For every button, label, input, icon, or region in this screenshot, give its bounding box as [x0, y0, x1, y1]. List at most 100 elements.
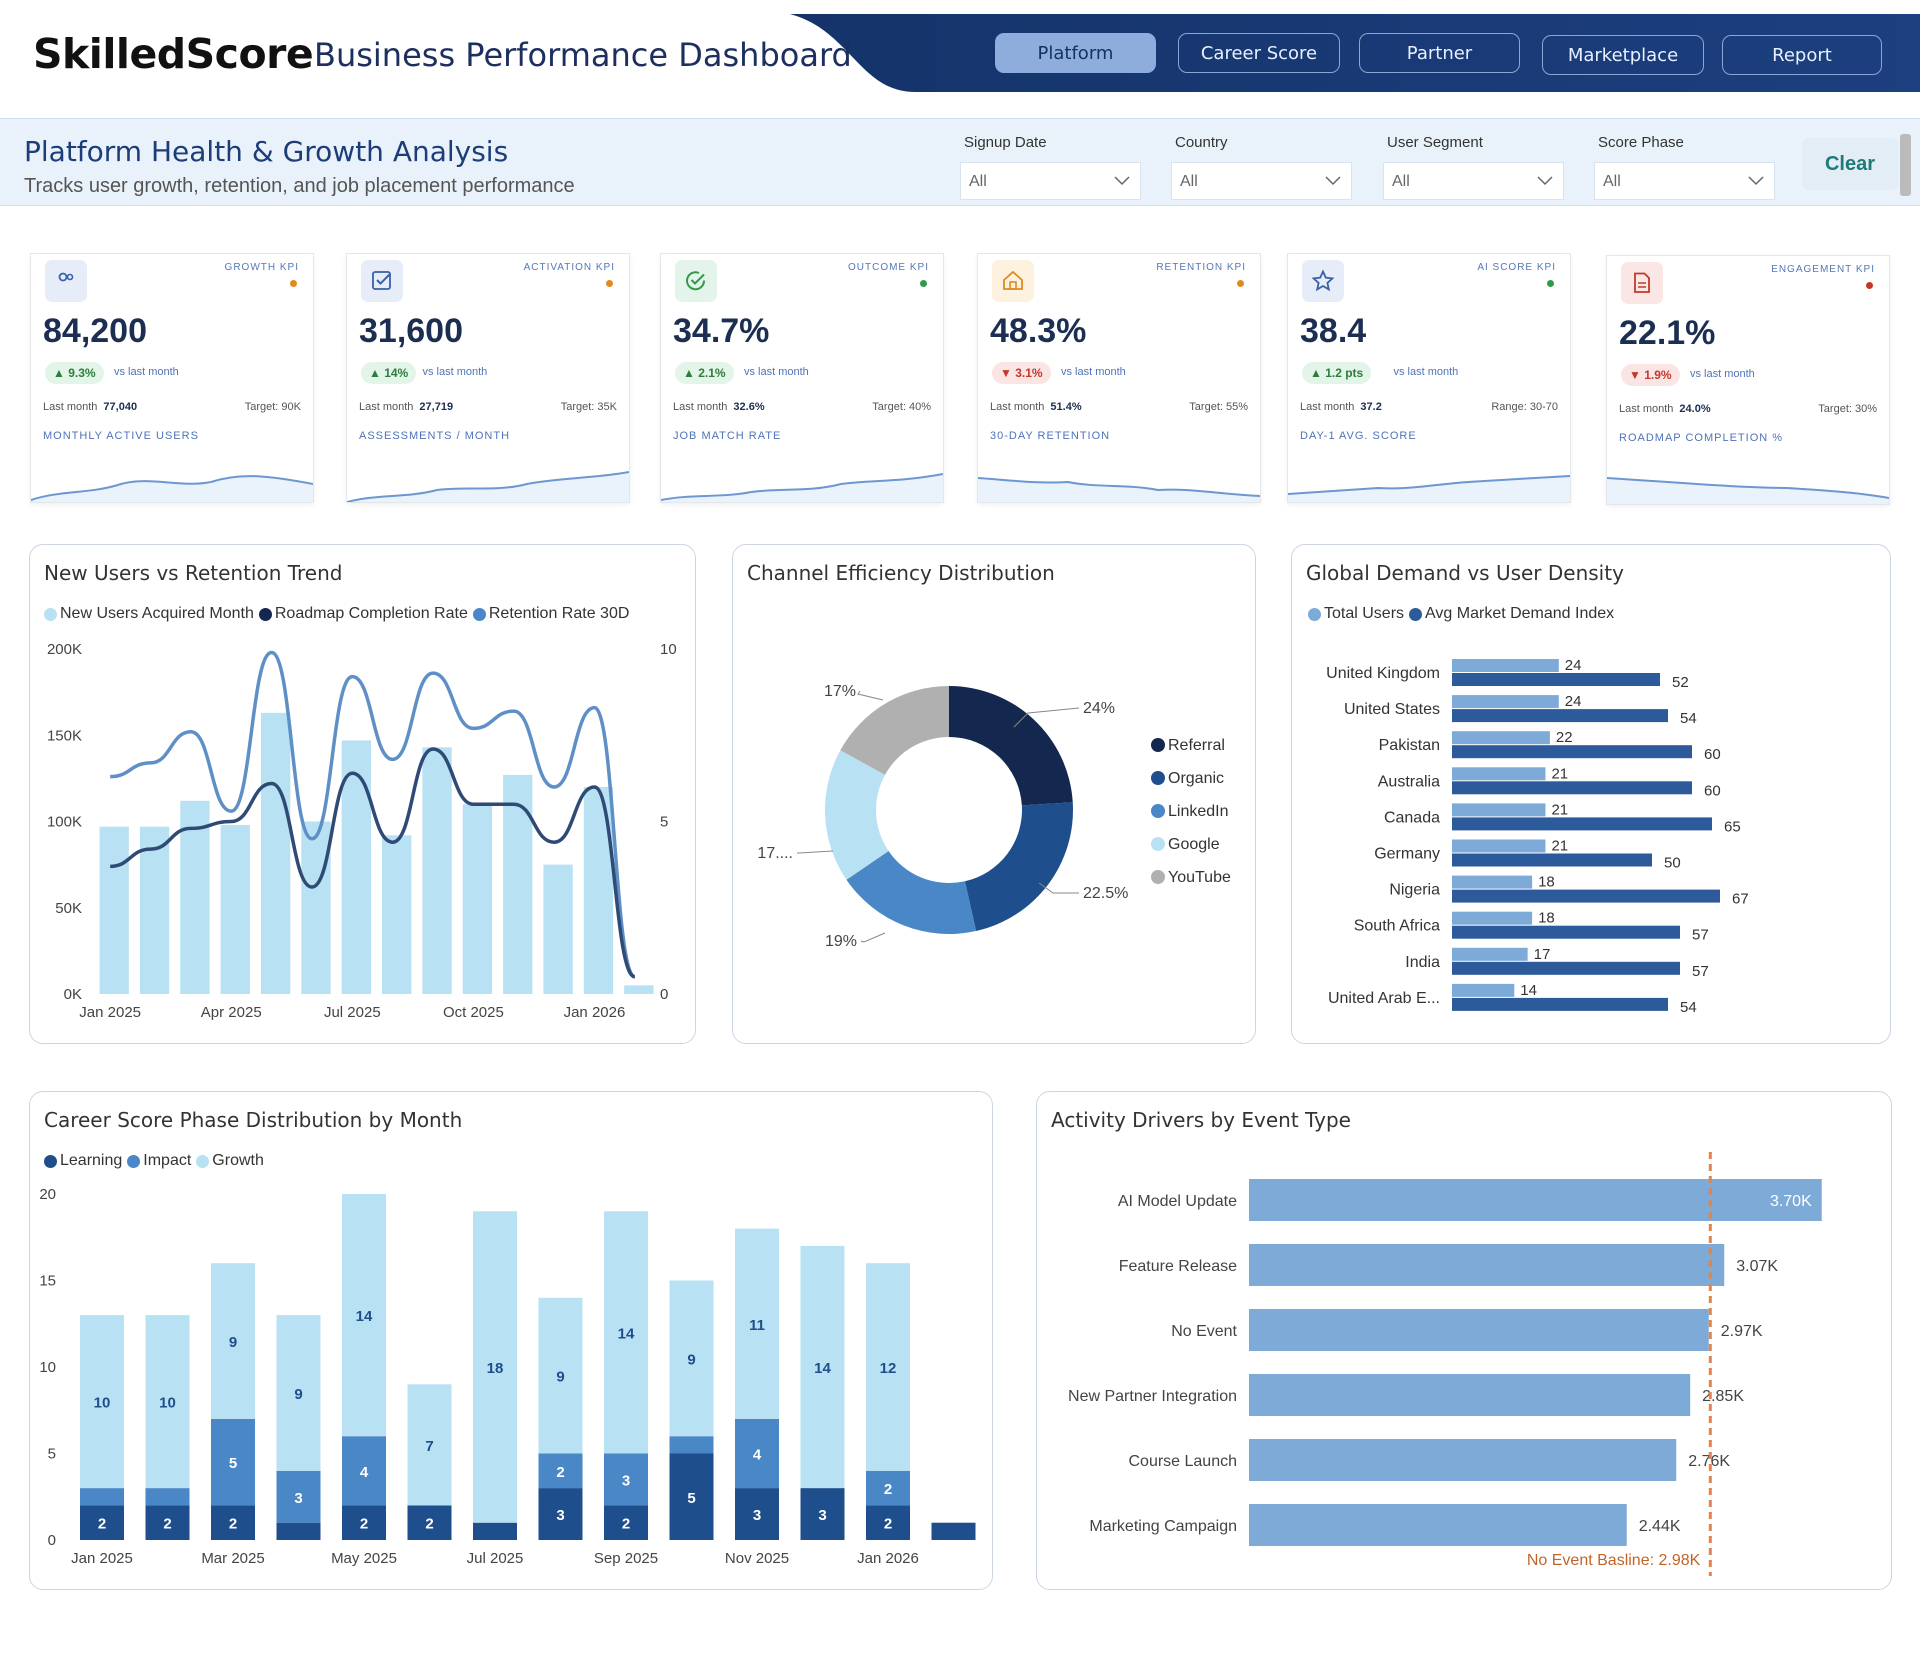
- event-label: Course Launch: [1128, 1453, 1237, 1470]
- total-users-label: 21: [1551, 801, 1568, 818]
- logo: SkilledScore: [33, 30, 314, 78]
- kpi-category: GROWTH KPI: [224, 262, 299, 273]
- x-tick-label: Mar 2025: [201, 1550, 264, 1567]
- phase-legend: Learning Impact Growth: [44, 1152, 269, 1170]
- geo-legend: Total Users Avg Market Demand Index: [1308, 605, 1619, 623]
- pie-slice-youtube: [840, 686, 949, 775]
- legend-dot: [196, 1154, 210, 1168]
- phase-bar-impact: [538, 1453, 583, 1489]
- clear-filters-button[interactable]: Clear: [1802, 138, 1898, 190]
- new-users-bar: [180, 800, 210, 994]
- activity-bar-marketing-campaign: [1249, 1504, 1627, 1546]
- event-label: AI Model Update: [1118, 1193, 1237, 1210]
- leader-line: [1013, 707, 1080, 728]
- total-users-bar: [1452, 731, 1550, 745]
- kpi-sparkline: [1288, 475, 1570, 502]
- phase-value-label: 14: [356, 1308, 373, 1325]
- y-tick-label: 100K: [47, 814, 82, 831]
- phase-value-label: 9: [687, 1351, 695, 1368]
- chevron-down-icon: [1114, 176, 1130, 186]
- y-tick-label: 50K: [55, 900, 82, 917]
- new-users-bar: [624, 985, 654, 994]
- kpi-change-badge: ▲ 1.2 pts: [1302, 362, 1372, 384]
- nav-tab-partner[interactable]: Partner: [1359, 33, 1520, 73]
- market-demand-label: 67: [1732, 891, 1749, 908]
- nav-tab-platform[interactable]: Platform: [995, 33, 1156, 73]
- filter-select-country[interactable]: All: [1171, 162, 1352, 200]
- checkbox-icon-glyph: [372, 271, 391, 290]
- new-users-bar: [462, 804, 493, 994]
- market-demand-bar: [1452, 817, 1712, 831]
- checkbox-icon: [361, 260, 403, 302]
- phase-bar-growth: [342, 1194, 386, 1437]
- kpi-card-job-match-rate: OUTCOME KPI 34.7% ▲ 2.1% vs last month Last …: [661, 254, 943, 502]
- legend-dot: [1151, 738, 1165, 752]
- country-label: United Arab E...: [1328, 990, 1440, 1007]
- total-users-label: 22: [1556, 729, 1573, 746]
- legend-dot: [127, 1154, 141, 1168]
- baseline-label: No Event Basline: 2.98K: [1527, 1552, 1701, 1569]
- pie-slice-google: [825, 750, 889, 880]
- nav-tab-report[interactable]: Report: [1722, 35, 1882, 75]
- x-tick-label: Jul 2025: [467, 1550, 524, 1567]
- kpi-card-assessments-month: ACTIVATION KPI 31,600 ▲ 14% vs last month La…: [347, 254, 629, 502]
- kpi-target: Target: 35K: [560, 401, 617, 413]
- market-demand-bar: [1452, 709, 1668, 723]
- kpi-category: ACTIVATION KPI: [523, 262, 615, 273]
- last-month-label: Last month: [43, 401, 98, 413]
- phase-bar-impact: [145, 1488, 190, 1506]
- kpi-category: RETENTION KPI: [1156, 262, 1246, 273]
- check-circle-icon: [675, 260, 717, 302]
- last-month-value: 24.0%: [1679, 403, 1711, 415]
- activity-value-label: 2.76K: [1688, 1453, 1730, 1470]
- phase-bar-growth: [604, 1211, 648, 1454]
- kpi-sparkline: [661, 473, 943, 502]
- scrollbar-thumb[interactable]: [1900, 134, 1911, 196]
- phase-value-label: 2: [360, 1516, 368, 1533]
- last-month-label: Last month: [990, 401, 1045, 413]
- phase-bar-growth: [211, 1263, 255, 1419]
- activity-value-label: 3.07K: [1736, 1258, 1778, 1275]
- filter-select-score-phase[interactable]: All: [1594, 162, 1775, 200]
- kpi-last-month: Last month 51.4%: [990, 401, 1082, 413]
- filter-select-signup-date[interactable]: All: [960, 162, 1141, 200]
- leader-line: [1038, 882, 1079, 894]
- nav-tab-career-score[interactable]: Career Score: [1178, 33, 1340, 73]
- legend-dot: [44, 1154, 57, 1168]
- geo-chart: United Kingdom 24 52 United States 24 54 Pakis…: [1326, 657, 1749, 1016]
- kpi-sparkline: [1607, 477, 1889, 504]
- market-demand-label: 52: [1672, 674, 1689, 691]
- phase-value-label: 2: [98, 1516, 106, 1533]
- nav-tab-marketplace[interactable]: Marketplace: [1542, 35, 1704, 75]
- chevron-path: [1537, 176, 1553, 186]
- new-users-bar: [99, 826, 129, 994]
- event-label: Feature Release: [1119, 1258, 1237, 1275]
- sparkline-line: [31, 475, 313, 501]
- market-demand-bar: [1452, 745, 1692, 759]
- phase-legend-item: Impact: [127, 1152, 191, 1170]
- phase-value-label: 2: [163, 1516, 171, 1533]
- total-users-bar: [1452, 947, 1528, 961]
- slice-label: 17....: [757, 845, 793, 862]
- kpi-last-month: Last month 24.0%: [1619, 403, 1711, 415]
- filter-select-user-segment[interactable]: All: [1383, 162, 1564, 200]
- document-icon-glyph: [1634, 272, 1650, 293]
- market-demand-bar: [1452, 853, 1652, 867]
- kpi-last-month: Last month 77,040: [43, 401, 137, 413]
- phase-value-label: 10: [159, 1395, 176, 1412]
- last-month-label: Last month: [359, 401, 414, 413]
- phase-value-label: 2: [622, 1516, 630, 1533]
- trend-legend: New Users Acquired Month Roadmap Completi…: [44, 605, 634, 623]
- status-dot: [606, 280, 613, 287]
- slice-label: 17%: [824, 683, 856, 700]
- phase-bar-impact: [80, 1488, 124, 1506]
- trend-legend-item: Roadmap Completion Rate: [258, 605, 468, 623]
- x-tick-label: Nov 2025: [725, 1550, 789, 1567]
- legend-label-google: Google: [1168, 836, 1220, 853]
- chevron-down-icon: [1748, 176, 1764, 186]
- legend-dot: [1308, 607, 1321, 621]
- trend-chart: 0K 50K 100K 150K 200K 0 5 10 Jan 2025 Apr 2025 Jul…: [47, 641, 677, 1021]
- phase-value-label: 3: [556, 1507, 564, 1524]
- kpi-footer: ASSESSMENTS / MONTH: [359, 430, 511, 442]
- phase-bar-growth: [538, 1297, 583, 1454]
